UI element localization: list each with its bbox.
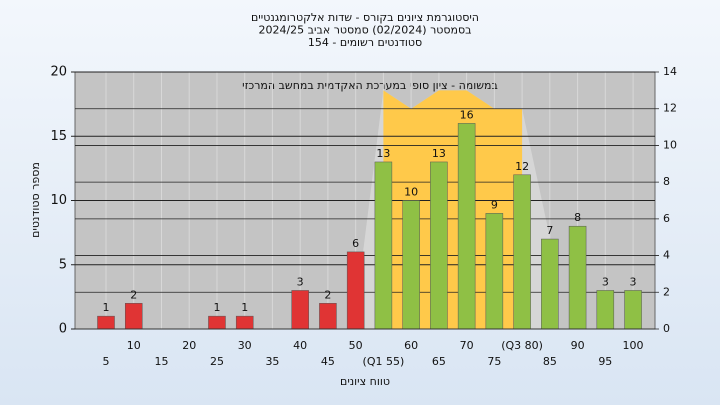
x-tick-label: 95: [598, 355, 612, 368]
data-label: 13: [376, 147, 390, 160]
x-tick-label: 75: [487, 355, 501, 368]
x-axis-label: טווח ציונים: [340, 375, 390, 388]
bar: [124, 303, 143, 330]
data-label: 13: [432, 147, 446, 160]
data-label: 3: [297, 275, 304, 288]
y-tick-label: 20: [50, 65, 67, 80]
data-label: 1: [103, 301, 110, 314]
bar: [402, 200, 420, 330]
x-tick-label: 20: [182, 339, 196, 352]
y2-tick-label: 14: [663, 65, 677, 78]
data-label: 7: [546, 224, 553, 237]
bar: [319, 303, 337, 330]
x-tick-label: (Q1 55): [363, 355, 405, 368]
data-label: 12: [515, 160, 529, 173]
bar: [374, 161, 393, 330]
x-tick-label: 15: [154, 355, 168, 368]
x-tick-label: 10: [127, 339, 141, 352]
bar: [541, 238, 559, 330]
bar: [430, 161, 448, 330]
x-tick-label: 90: [571, 339, 585, 352]
bar: [513, 174, 531, 330]
y-tick-label: 0: [59, 322, 67, 337]
x-tick-label: 35: [265, 355, 279, 368]
x-tick-label: 65: [432, 355, 446, 368]
x-tick-label: 25: [210, 355, 224, 368]
y-axis-label: מספר סטודנטים: [29, 162, 42, 238]
x-tick-label: 70: [460, 339, 474, 352]
data-label: 2: [130, 288, 137, 301]
data-label: 1: [241, 301, 248, 314]
data-label: 16: [460, 108, 474, 121]
bar: [624, 290, 642, 330]
data-label: 6: [352, 237, 359, 250]
data-label: 9: [491, 198, 498, 211]
bar: [457, 123, 476, 330]
data-label: 3: [630, 275, 637, 288]
x-tick-label: 30: [238, 339, 252, 352]
bar: [97, 315, 115, 330]
y2-tick-label: 10: [663, 138, 677, 151]
data-label: 3: [602, 275, 609, 288]
y2-tick-label: 8: [663, 175, 670, 188]
y2-tick-label: 12: [663, 102, 677, 115]
x-tick-label: 45: [321, 355, 335, 368]
bar: [235, 315, 254, 330]
x-tick-label: 50: [349, 339, 363, 352]
y2-tick-label: 6: [663, 212, 670, 225]
annotation: במשומה - ציון סופי במערכת האקדמית במחשב …: [242, 79, 498, 92]
data-label: 10: [404, 186, 418, 199]
bar: [291, 290, 309, 330]
y-tick-label: 10: [50, 193, 67, 208]
x-tick-label: 40: [293, 339, 307, 352]
y2-tick-label: 0: [663, 322, 670, 335]
x-tick-label: 85: [543, 355, 557, 368]
y2-tick-label: 2: [663, 285, 670, 298]
data-label: 8: [574, 211, 581, 224]
y-tick-label: 5: [59, 257, 67, 272]
bar: [596, 290, 615, 330]
title-line: היסטוגרמת ציונים בקורס - שדות אלקטרומגנט…: [251, 11, 479, 24]
x-tick-label: (Q3 80): [501, 339, 543, 352]
bar: [208, 315, 226, 330]
x-tick-label: 60: [404, 339, 418, 352]
bar: [568, 225, 587, 330]
data-label: 2: [324, 288, 331, 301]
title-line: סטודנטים רשומים - 154: [308, 36, 422, 49]
title-line: בסמסטר (02/2024) סמסטר אביב 2024/25: [258, 24, 471, 37]
y2-tick-label: 4: [663, 249, 670, 262]
data-label: 1: [213, 301, 220, 314]
x-tick-label: 5: [103, 355, 110, 368]
bar: [485, 213, 504, 330]
y-tick-label: 15: [50, 129, 67, 144]
x-tick-label: 100: [623, 339, 644, 352]
bar: [346, 251, 365, 330]
